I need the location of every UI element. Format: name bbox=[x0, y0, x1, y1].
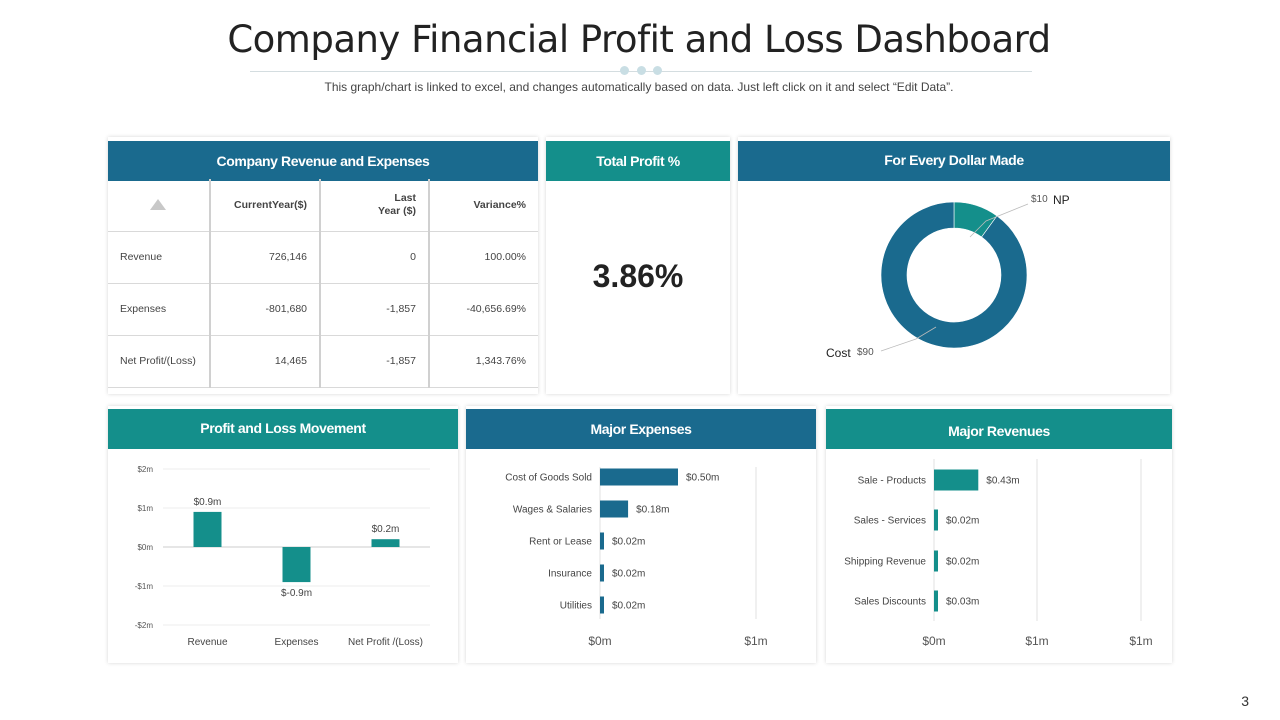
bar-utilities[interactable] bbox=[600, 596, 604, 614]
col-last-year-label: Last Year ($) bbox=[378, 191, 416, 217]
slice-name-label: NP bbox=[1053, 193, 1070, 207]
dollar-made-header: For Every Dollar Made bbox=[738, 141, 1170, 181]
data-label: $0.18m bbox=[636, 505, 669, 516]
y-category-label: Sales Discounts bbox=[854, 597, 926, 608]
slice-value-label: $10 bbox=[1031, 194, 1048, 205]
x-category-label: Net Profit /(Loss) bbox=[348, 637, 423, 648]
bar-rent-or-lease[interactable] bbox=[600, 532, 604, 550]
data-label: $0.02m bbox=[946, 516, 979, 527]
pl-movement-panel: Profit and Loss Movement $2m $1m $0m -$1m -$… bbox=[108, 406, 458, 663]
row-variance: -40,656.69% bbox=[429, 283, 538, 336]
y-category-label: Rent or Lease bbox=[529, 537, 592, 548]
data-label: $0.02m bbox=[612, 569, 645, 580]
pl-movement-header: Profit and Loss Movement bbox=[108, 409, 458, 449]
major-revenues-chart[interactable]: $0m $1m $1m $0.43m Sale - Products $0.02m Sale… bbox=[826, 449, 1172, 663]
bar-sales-discounts[interactable] bbox=[934, 590, 938, 612]
total-profit-panel: Total Profit % 3.86% bbox=[546, 137, 730, 394]
y-category-label: Cost of Goods Sold bbox=[505, 473, 592, 484]
revenue-expenses-table: CurrentYear($) Last Year ($) Variance% R… bbox=[108, 179, 538, 388]
row-label: Net Profit/(Loss) bbox=[108, 335, 211, 388]
slice-value-label: $90 bbox=[857, 347, 874, 358]
data-label: $0.03m bbox=[946, 597, 979, 608]
y-category-label: Utilities bbox=[560, 601, 592, 612]
y-tick-label: -$2m bbox=[135, 621, 154, 630]
row-label: Expenses bbox=[108, 283, 211, 336]
bar-sale-products[interactable] bbox=[934, 469, 979, 491]
y-category-label: Sales - Services bbox=[854, 516, 926, 527]
data-label: $-0.9m bbox=[281, 588, 312, 599]
x-tick-label: $1m bbox=[1025, 634, 1048, 648]
sort-cell[interactable] bbox=[108, 179, 211, 232]
bar-cost-of-goods-sold[interactable] bbox=[600, 468, 678, 486]
bar-sales-services[interactable] bbox=[934, 509, 938, 531]
table-row: Net Profit/(Loss) 14,465 -1,857 1,343.76… bbox=[108, 335, 538, 388]
table-row: Revenue 726,146 0 100.00% bbox=[108, 231, 538, 284]
bar-shipping-revenue[interactable] bbox=[934, 550, 938, 572]
major-expenses-chart[interactable]: $0m $1m $0.50m Cost of Goods Sold $0.18m Wage… bbox=[466, 449, 816, 663]
title-dots bbox=[620, 66, 662, 76]
revenue-expenses-header: Company Revenue and Expenses bbox=[108, 141, 538, 181]
data-label: $0.50m bbox=[686, 473, 719, 484]
total-profit-header: Total Profit % bbox=[546, 141, 730, 181]
dollar-made-panel: For Every Dollar Made $10 NP Cost $90 bbox=[738, 137, 1170, 394]
major-expenses-header: Major Expenses bbox=[466, 409, 816, 449]
bar-wages-salaries[interactable] bbox=[600, 500, 629, 518]
page-title: Company Financial Profit and Loss Dashbo… bbox=[227, 18, 1051, 61]
data-label: $0.02m bbox=[612, 537, 645, 548]
row-last: -1,857 bbox=[320, 283, 430, 336]
data-label: $0.43m bbox=[986, 476, 1019, 487]
major-revenues-panel: Major Revenues $0m $1m $1m $0.43m Sale - Pro… bbox=[826, 406, 1172, 663]
row-label: Revenue bbox=[108, 231, 211, 284]
y-category-label: Shipping Revenue bbox=[844, 557, 926, 568]
x-category-label: Revenue bbox=[187, 637, 227, 648]
total-profit-value: 3.86% bbox=[592, 258, 684, 294]
x-category-label: Expenses bbox=[275, 637, 319, 648]
row-current: -801,680 bbox=[210, 283, 321, 336]
y-tick-label: $2m bbox=[137, 465, 153, 474]
y-tick-label: $1m bbox=[137, 504, 153, 513]
triangle-up-icon[interactable] bbox=[150, 199, 166, 211]
row-current: 14,465 bbox=[210, 335, 321, 388]
donut-slice-cost[interactable] bbox=[880, 201, 1028, 349]
page-subtitle: This graph/chart is linked to excel, and… bbox=[324, 80, 954, 94]
leader-line-np bbox=[969, 203, 1029, 238]
row-current: 726,146 bbox=[210, 231, 321, 284]
col-current-year: CurrentYear($) bbox=[210, 179, 321, 232]
row-last: -1,857 bbox=[320, 335, 430, 388]
y-tick-label: $0m bbox=[137, 543, 153, 552]
donut-chart[interactable]: $10 NP Cost $90 bbox=[738, 181, 1170, 394]
x-tick-label: $0m bbox=[922, 634, 945, 648]
major-revenues-header: Major Revenues bbox=[826, 409, 1172, 449]
col-variance: Variance% bbox=[429, 179, 538, 232]
data-label: $0.02m bbox=[946, 557, 979, 568]
leader-line-cost bbox=[880, 326, 937, 352]
data-label: $0.2m bbox=[372, 524, 400, 535]
revenue-expenses-panel: Company Revenue and Expenses CurrentYear… bbox=[108, 137, 538, 394]
y-category-label: Wages & Salaries bbox=[513, 505, 592, 516]
data-label: $0.02m bbox=[612, 601, 645, 612]
y-category-label: Insurance bbox=[548, 569, 592, 580]
x-tick-label: $1m bbox=[744, 634, 767, 648]
table-header-row: CurrentYear($) Last Year ($) Variance% bbox=[108, 179, 538, 232]
slice-name-label: Cost bbox=[826, 346, 851, 360]
y-tick-label: -$1m bbox=[135, 582, 154, 591]
bar-insurance[interactable] bbox=[600, 564, 604, 582]
bar-expenses[interactable] bbox=[282, 547, 311, 583]
data-label: $0.9m bbox=[194, 497, 222, 508]
bar-revenue[interactable] bbox=[193, 511, 222, 547]
x-tick-label: $1m bbox=[1129, 634, 1152, 648]
pl-movement-chart[interactable]: $2m $1m $0m -$1m -$2m $0.9m Revenue $-0.9m Expen… bbox=[108, 449, 458, 663]
major-expenses-panel: Major Expenses $0m $1m $0.50m Cost of Goods… bbox=[466, 406, 816, 663]
bar-net-profit-loss-[interactable] bbox=[371, 539, 400, 547]
row-variance: 100.00% bbox=[429, 231, 538, 284]
y-category-label: Sale - Products bbox=[858, 476, 926, 487]
page-number: 3 bbox=[1241, 693, 1249, 709]
x-tick-label: $0m bbox=[588, 634, 611, 648]
col-last-year: Last Year ($) bbox=[320, 179, 430, 232]
row-variance: 1,343.76% bbox=[429, 335, 538, 388]
table-row: Expenses -801,680 -1,857 -40,656.69% bbox=[108, 283, 538, 336]
row-last: 0 bbox=[320, 231, 430, 284]
